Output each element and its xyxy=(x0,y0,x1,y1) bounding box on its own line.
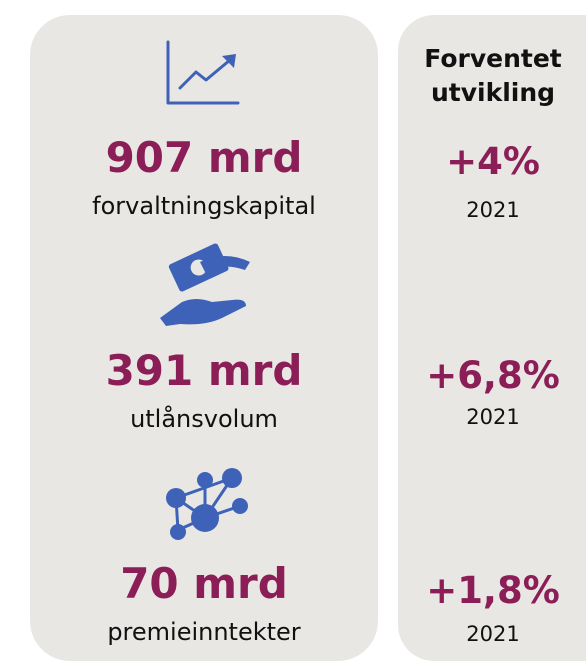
change-year: 2021 xyxy=(466,405,519,429)
change-year: 2021 xyxy=(466,622,519,646)
metric-label: utlånsvolum xyxy=(130,404,278,433)
metric-value: 70 mrd xyxy=(120,559,288,608)
metric-label: forvaltningskapital xyxy=(92,192,316,220)
metric-value: 391 mrd xyxy=(106,346,303,395)
metric-value: 907 mrd xyxy=(106,133,303,182)
heading-line: Forventet xyxy=(424,44,562,73)
growth-chart-icon xyxy=(166,40,240,105)
change-value: +1,8% xyxy=(426,569,560,612)
metric-label: premieinntekter xyxy=(107,618,300,646)
money-hand-icon xyxy=(160,243,250,326)
network-icon xyxy=(166,468,248,540)
change-value: +4% xyxy=(446,140,540,183)
change-year: 2021 xyxy=(466,198,519,222)
left-panel xyxy=(30,15,378,661)
change-value: +6,8% xyxy=(426,354,560,397)
heading-line: utvikling xyxy=(431,78,555,107)
right-panel xyxy=(398,15,586,661)
